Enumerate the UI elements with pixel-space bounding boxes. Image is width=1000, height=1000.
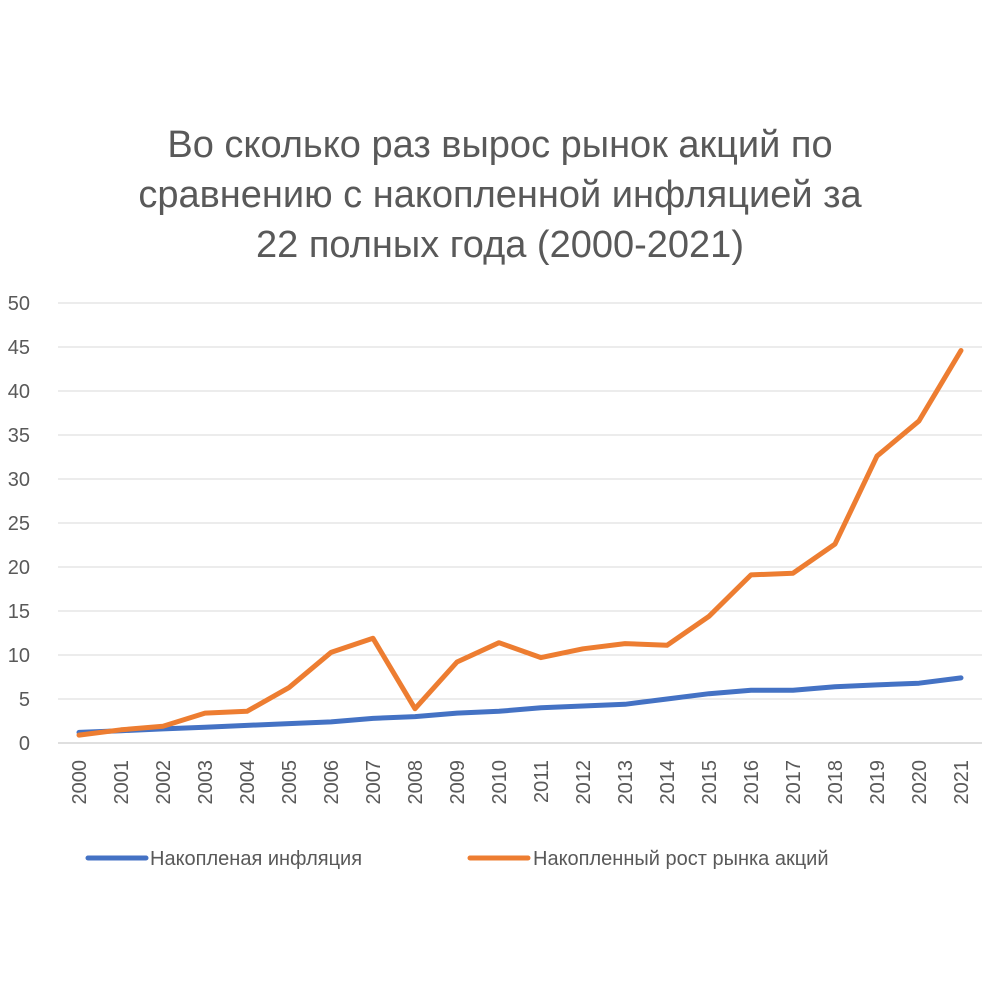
y-tick-label: 25: [8, 513, 30, 535]
x-tick-label: 2020: [909, 760, 931, 805]
x-tick-label: 2010: [489, 760, 511, 805]
y-tick-label: 0: [19, 733, 30, 755]
legend-label: Накопленный рост рынка акций: [533, 848, 829, 870]
x-axis: 2000 2001 2002 2003 2004 2005 2006 2007 2008 2009…: [69, 760, 973, 805]
chart-title-line-2: сравнению с накопленной инфляцией за: [138, 174, 862, 216]
x-tick-label: 2004: [237, 760, 259, 805]
x-tick-label: 2012: [573, 760, 595, 805]
chart-title-line-3: 22 полных года (2000-2021): [256, 224, 744, 266]
x-tick-label: 2007: [363, 760, 385, 805]
x-tick-label: 2014: [657, 760, 679, 805]
chart-title-line-1: Во сколько раз вырос рынок акций по: [167, 124, 833, 166]
x-tick-label: 2016: [741, 760, 763, 805]
x-tick-label: 2001: [111, 760, 133, 805]
x-tick-label: 2015: [699, 760, 721, 805]
legend: Накопленая инфляция Накопленный рост рынк…: [85, 848, 829, 870]
x-tick-label: 2018: [825, 760, 847, 805]
x-tick-label: 2021: [951, 760, 973, 805]
y-tick-label: 30: [8, 469, 30, 491]
y-tick-label: 5: [19, 689, 30, 711]
gridlines: [58, 302, 982, 744]
x-tick-label: 2009: [447, 760, 469, 805]
x-tick-label: 2008: [405, 760, 427, 805]
y-tick-label: 40: [8, 381, 30, 403]
x-tick-label: 2003: [195, 760, 217, 805]
x-tick-label: 2011: [531, 760, 553, 803]
series-line-inflation: [76, 675, 964, 735]
x-tick-label: 2006: [321, 760, 343, 805]
x-tick-label: 2013: [615, 760, 637, 805]
series-line-stock-market: [76, 348, 964, 738]
y-tick-label: 10: [8, 645, 30, 667]
y-tick-label: 20: [8, 557, 30, 579]
x-tick-label: 2002: [153, 760, 175, 805]
series-lines: [76, 348, 964, 738]
legend-label: Накопленая инфляция: [150, 848, 362, 870]
y-tick-label: 45: [8, 337, 30, 359]
y-tick-label: 15: [8, 601, 30, 623]
chart-title: Во сколько раз вырос рынок акций по срав…: [60, 120, 940, 270]
y-tick-label: 50: [8, 293, 30, 315]
x-tick-label: 2019: [867, 760, 889, 805]
x-tick-label: 2005: [279, 760, 301, 805]
y-tick-label: 35: [8, 425, 30, 447]
x-tick-label: 2017: [783, 760, 805, 805]
x-tick-label: 2000: [69, 760, 91, 805]
y-axis: 0 5 10 15 20 25 30 35 40 45 50: [8, 293, 30, 755]
